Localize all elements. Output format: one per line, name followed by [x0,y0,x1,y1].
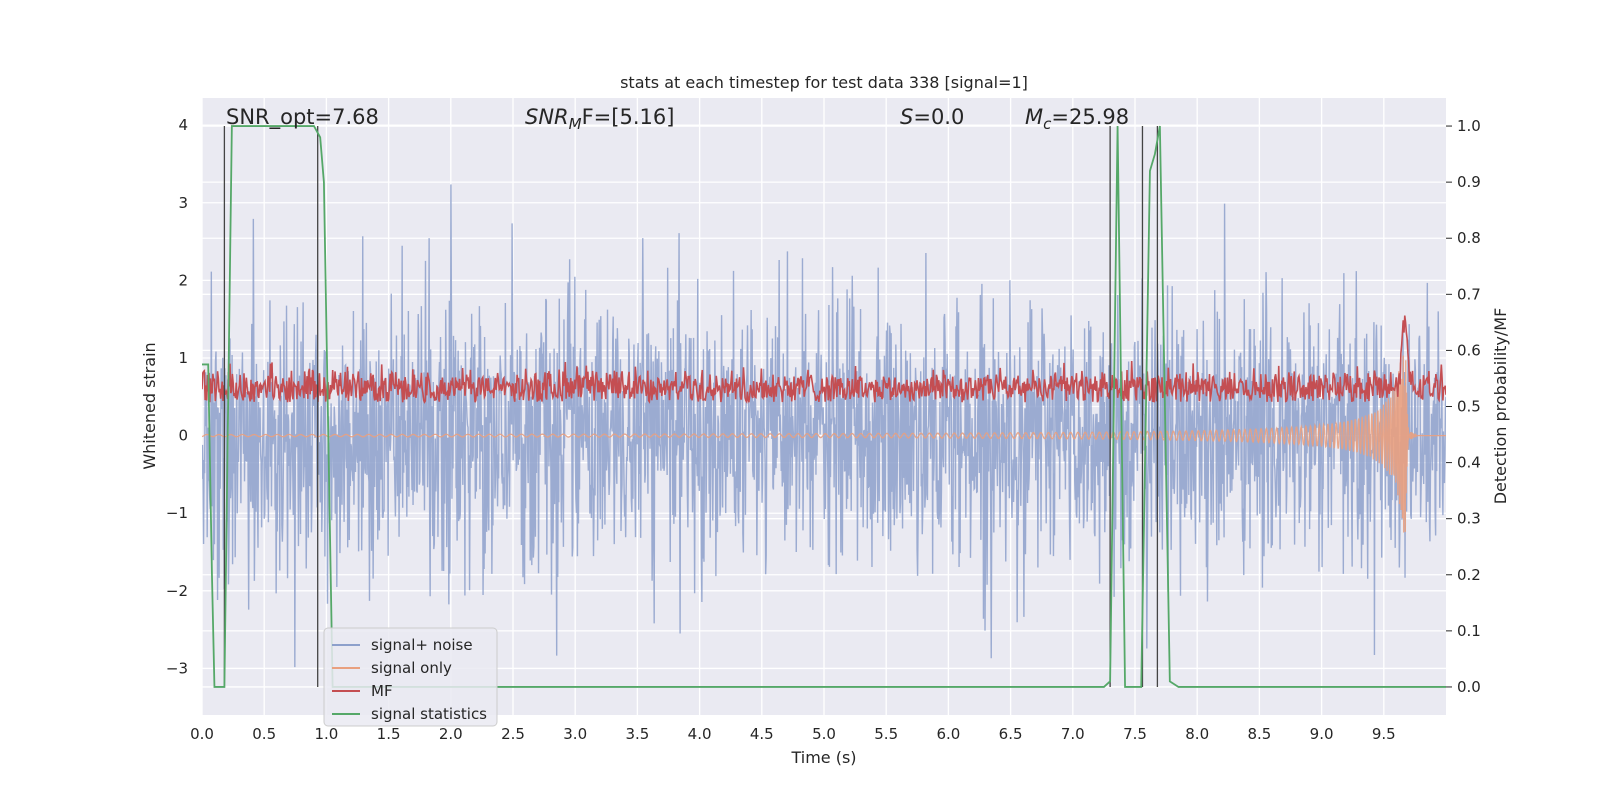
x-axis-label: Time (s) [790,748,856,767]
x-tick-label: 7.5 [1123,725,1147,743]
x-tick-label: 3.0 [563,725,587,743]
x-tick-label: 9.5 [1372,725,1396,743]
y-left-tick-label: 0 [178,427,188,445]
x-tick-label: 3.5 [625,725,649,743]
y-right-tick-label: 0.1 [1457,622,1481,640]
y-right-tick-label: 0.4 [1457,454,1481,472]
annotation-mc: Mc=25.98 [1025,105,1129,133]
y-right-tick-label: 0.7 [1457,285,1481,303]
y-right-tick-label: 0.6 [1457,341,1481,359]
x-tick-label: 0.5 [252,725,276,743]
y-left-tick-label: −1 [166,504,188,522]
y-left-tick-label: 4 [178,116,188,134]
x-tick-label: 5.0 [812,725,836,743]
y-axis-label-left: Whitened strain [140,342,159,469]
y-right-tick-label: 1.0 [1457,117,1481,135]
annotation-s: S=0.0 [900,105,964,129]
y-left-tick-label: −3 [166,659,188,677]
y-left-tick-label: 1 [178,349,188,367]
ticks: 0.0 0.5 1.0 1.5 2.0 2.5 3.0 3.5 4.0 4.5 5.0 5.5 6.0 6… [166,116,1481,743]
legend: signal+ noise signal only MF signal stat… [323,627,498,727]
x-tick-label: 6.5 [999,725,1023,743]
y-right-tick-label: 0.3 [1457,510,1481,528]
x-tick-label: 1.5 [377,725,401,743]
series-layer [202,125,1446,688]
annotation-snr-opt: SNR_opt=7.68 [226,105,379,130]
x-tick-label: 7.0 [1061,725,1085,743]
legend-label-signal-noise: signal+ noise [371,636,473,654]
y-left-tick-label: −2 [166,582,188,600]
series-mf [202,315,1446,404]
x-tick-label: 6.0 [936,725,960,743]
legend-label-signal-statistics: signal statistics [371,705,487,723]
y-right-tick-label: 0.0 [1457,678,1481,696]
chart-title: stats at each timestep for test data 338… [620,73,1028,92]
legend-label-mf: MF [371,682,393,700]
x-tick-label: 0.0 [190,725,214,743]
annotation-snr-mf: SNRMF=[5.16] [525,105,674,133]
y-right-tick-label: 0.9 [1457,173,1481,191]
series-signal-only [202,355,1446,533]
y-left-tick-label: 3 [178,194,188,212]
series-signal-statistics [202,125,1446,688]
y-right-tick-label: 0.5 [1457,398,1481,416]
y-axis-label-right: Detection probability/MF [1491,308,1510,505]
x-tick-label: 4.5 [750,725,774,743]
x-tick-label: 8.5 [1247,725,1271,743]
series-signal-noise [202,184,1446,668]
x-tick-label: 2.5 [501,725,525,743]
y-right-tick-label: 0.8 [1457,229,1481,247]
x-tick-label: 1.0 [314,725,338,743]
x-tick-label: 8.0 [1185,725,1209,743]
y-left-tick-label: 2 [178,271,188,289]
x-tick-label: 5.5 [874,725,898,743]
x-tick-label: 2.0 [439,725,463,743]
x-tick-label: 9.0 [1310,725,1334,743]
x-tick-label: 4.0 [688,725,712,743]
legend-label-signal-only: signal only [371,659,452,677]
y-right-tick-label: 0.2 [1457,566,1481,584]
legend-box [323,627,498,727]
